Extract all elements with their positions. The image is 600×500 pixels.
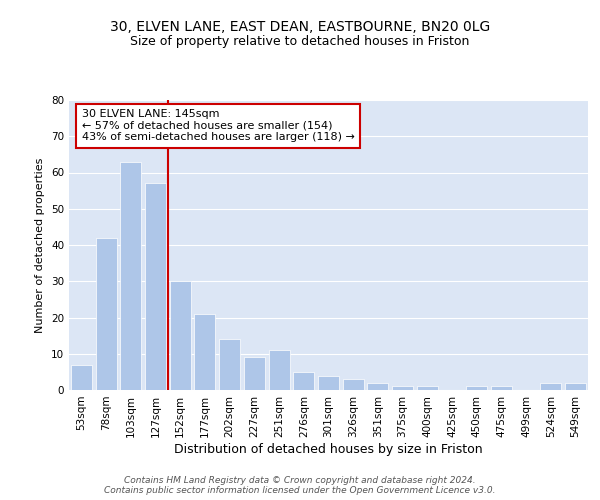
Bar (244, 358, 265, 390)
Text: Size of property relative to detached houses in Friston: Size of property relative to detached ho… (130, 35, 470, 48)
Bar (565, 383, 586, 390)
X-axis label: Distribution of detached houses by size in Friston: Distribution of detached houses by size … (174, 442, 483, 456)
Bar (541, 383, 562, 390)
Text: 30 ELVEN LANE: 145sqm
← 57% of detached houses are smaller (154)
43% of semi-det: 30 ELVEN LANE: 145sqm ← 57% of detached … (82, 109, 355, 142)
Bar (417, 386, 438, 390)
Bar (466, 386, 487, 390)
Bar (95, 238, 116, 390)
Bar (269, 350, 290, 390)
Bar (392, 386, 413, 390)
Bar (219, 339, 240, 390)
Text: 30, ELVEN LANE, EAST DEAN, EASTBOURNE, BN20 0LG: 30, ELVEN LANE, EAST DEAN, EASTBOURNE, B… (110, 20, 490, 34)
Bar (318, 376, 339, 390)
Bar (491, 386, 512, 390)
Bar (145, 184, 166, 390)
Bar (343, 379, 364, 390)
Bar (120, 162, 141, 390)
Bar (293, 372, 314, 390)
Bar (194, 314, 215, 390)
Y-axis label: Number of detached properties: Number of detached properties (35, 158, 46, 332)
Text: Contains HM Land Registry data © Crown copyright and database right 2024.
Contai: Contains HM Land Registry data © Crown c… (104, 476, 496, 495)
Bar (367, 383, 388, 390)
Bar (71, 364, 92, 390)
Bar (170, 281, 191, 390)
